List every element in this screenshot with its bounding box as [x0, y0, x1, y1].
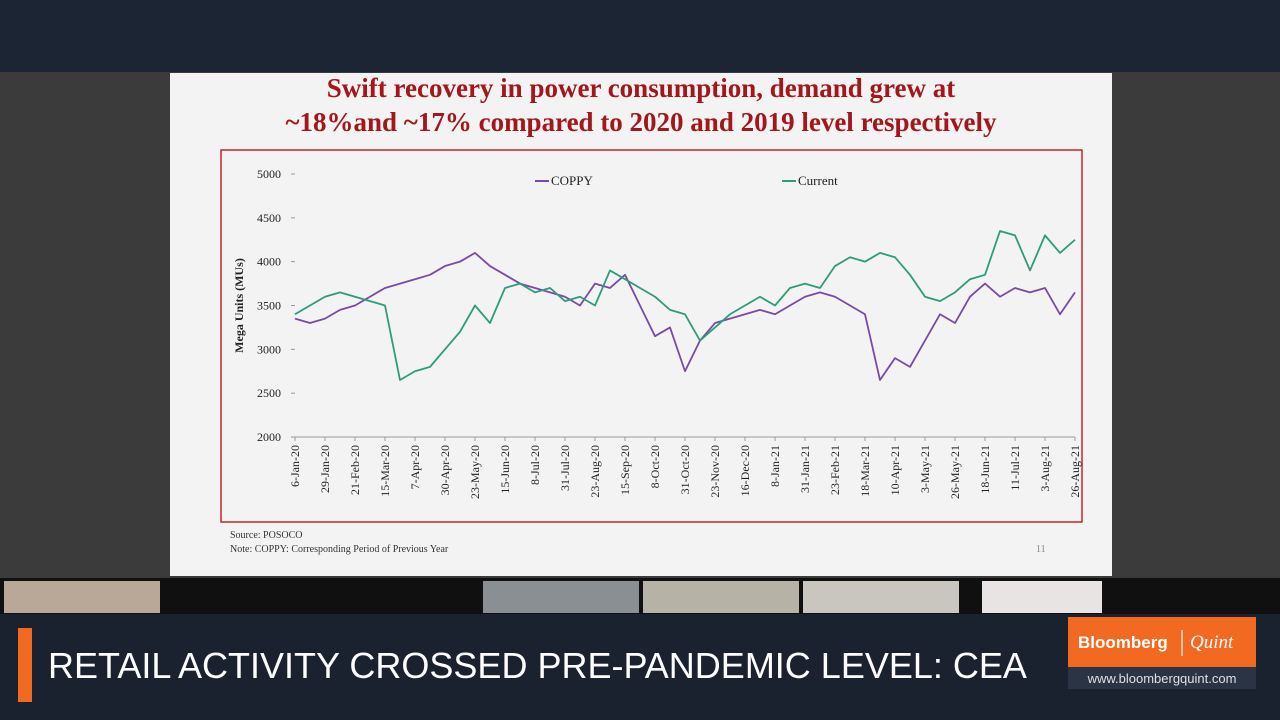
- legend-label: Current: [798, 173, 838, 188]
- participant-thumb: [4, 581, 160, 613]
- y-tick-label: 2000: [257, 430, 281, 444]
- x-tick-label: 18-Jun-21: [978, 445, 992, 494]
- ticker-accent: [18, 628, 32, 702]
- x-tick-label: 10-Apr-21: [888, 445, 902, 495]
- top-bar: [0, 0, 1280, 72]
- y-tick-label: 3000: [257, 342, 281, 356]
- x-tick-label: 16-Dec-20: [738, 445, 752, 496]
- x-tick-label: 31-Jan-21: [798, 445, 812, 493]
- x-tick-label: 21-Feb-20: [348, 445, 362, 495]
- ticker-bar: [0, 614, 1280, 720]
- source-note: Source: POSOCO: [230, 530, 303, 541]
- y-tick-label: 4000: [257, 255, 281, 269]
- x-tick-label: 30-Apr-20: [438, 445, 452, 495]
- y-tick-label: 4500: [257, 211, 281, 225]
- x-tick-label: 29-Jan-20: [318, 445, 332, 493]
- brand-logo: [1068, 617, 1256, 667]
- x-tick-label: 3-May-21: [918, 445, 932, 493]
- chart-subtitle: ~18%and ~17% compared to 2020 and 2019 l…: [285, 107, 997, 137]
- x-tick-label: 15-Sep-20: [618, 445, 632, 495]
- series-line: [294, 251, 1076, 381]
- x-tick-label: 8-Jan-21: [768, 445, 782, 487]
- x-tick-label: 7-Apr-20: [408, 445, 422, 489]
- participant-thumb: [982, 581, 1102, 613]
- y-axis-label: Mega Units (MUs): [232, 258, 246, 353]
- headline: RETAIL ACTIVITY CROSSED PRE-PANDEMIC LEV…: [48, 645, 1027, 686]
- x-tick-label: 31-Jul-20: [558, 445, 572, 491]
- brand-name-2: Quint: [1190, 632, 1234, 653]
- x-tick-label: 31-Oct-20: [678, 445, 692, 494]
- x-tick-label: 6-Jan-20: [288, 445, 302, 487]
- series-line: [294, 230, 1076, 381]
- x-tick-label: 8-Jul-20: [528, 445, 542, 485]
- slide: [170, 73, 1112, 576]
- x-tick-label: 8-Oct-20: [648, 445, 662, 488]
- participant-thumb: [643, 581, 799, 613]
- x-tick-label: 23-Feb-21: [828, 445, 842, 495]
- y-tick-label: 3500: [257, 299, 281, 313]
- url-bar: [1068, 667, 1256, 689]
- chart-frame: [220, 149, 1083, 523]
- x-tick-label: 23-Aug-20: [588, 445, 602, 498]
- participant-thumb: [803, 581, 959, 613]
- participant-thumb: [483, 581, 639, 613]
- url: www.bloombergquint.com: [1087, 671, 1237, 686]
- x-tick-label: 26-Aug-21: [1068, 445, 1082, 498]
- x-tick-label: 26-May-21: [948, 445, 962, 499]
- footnote: Note: COPPY: Corresponding Period of Pre…: [230, 544, 449, 555]
- x-tick-label: 23-Nov-20: [708, 445, 722, 498]
- x-tick-label: 23-May-20: [468, 445, 482, 499]
- x-tick-label: 18-Mar-21: [858, 445, 872, 497]
- x-tick-label: 15-Jun-20: [498, 445, 512, 494]
- legend-label: COPPY: [551, 173, 594, 188]
- chart-title: Swift recovery in power consumption, dem…: [327, 73, 955, 103]
- x-tick-label: 3-Aug-21: [1038, 445, 1052, 492]
- brand-name: Bloomberg: [1078, 633, 1168, 652]
- x-tick-label: 11-Jul-21: [1008, 445, 1022, 491]
- y-tick-label: 5000: [257, 167, 281, 181]
- x-tick-label: 15-Mar-20: [378, 445, 392, 497]
- y-tick-label: 2500: [257, 386, 281, 400]
- page-number: 11: [1036, 544, 1046, 555]
